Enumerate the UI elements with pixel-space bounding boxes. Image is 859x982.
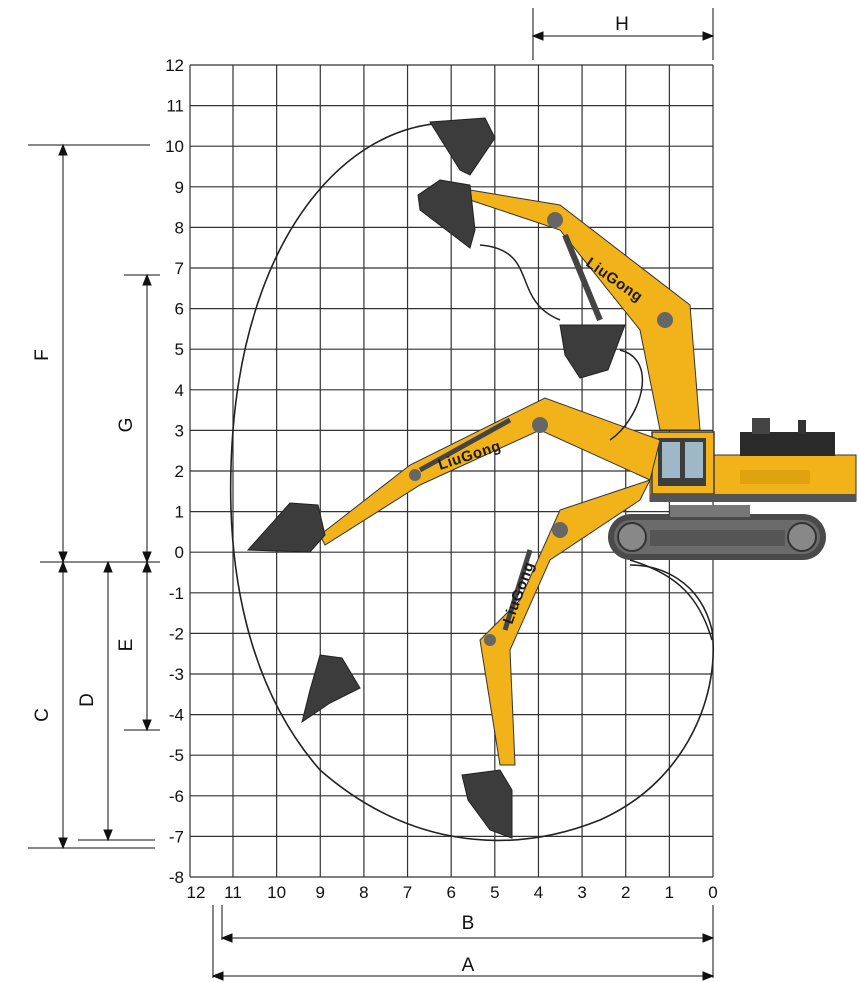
x-tick-label: 7	[403, 883, 412, 902]
y-tick-label: 1	[175, 503, 184, 522]
y-tick-label: -6	[169, 787, 184, 806]
dim-label-c: C	[32, 708, 53, 722]
y-tick-label: 2	[175, 462, 184, 481]
bucket-left	[246, 502, 326, 553]
x-tick-label: 11	[224, 883, 242, 902]
dim-label-d: D	[77, 693, 98, 707]
x-tick-label: 5	[490, 883, 499, 902]
y-tick-label: 11	[166, 97, 184, 116]
y-tick-label: -2	[169, 624, 184, 643]
y-tick-label: 3	[175, 421, 184, 440]
x-tick-label: 12	[187, 883, 206, 902]
y-tick-label: -1	[169, 584, 184, 603]
x-tick-label: 9	[316, 883, 325, 902]
y-tick-label: 6	[175, 300, 184, 319]
y-tick-label: 4	[175, 381, 184, 400]
x-tick-label: 3	[577, 883, 586, 902]
x-tick-label: 0	[708, 883, 717, 902]
dimension-lines	[28, 8, 715, 981]
y-tick-label: 5	[175, 340, 184, 359]
dim-label-h: H	[615, 14, 629, 35]
dim-label-a: A	[462, 955, 475, 976]
bucket-bottom	[461, 769, 513, 839]
y-tick-label: -3	[169, 665, 184, 684]
dim-label-e: E	[116, 639, 137, 652]
upper-structure	[649, 418, 857, 502]
bucket-top	[429, 117, 496, 176]
x-tick-label: 1	[665, 883, 674, 902]
x-axis-labels: 12 11 10 9 8 7 6 5 4 3 2 1 0	[187, 883, 718, 902]
x-tick-label: 4	[534, 883, 543, 902]
y-tick-label: -7	[169, 827, 184, 846]
y-tick-label: 0	[175, 543, 184, 562]
y-tick-label: 8	[175, 218, 184, 237]
x-tick-label: 10	[267, 883, 286, 902]
dim-label-g: G	[116, 418, 137, 433]
bucket-upper-left	[417, 179, 476, 249]
boom-top: LiuGong	[469, 189, 701, 431]
y-tick-label: -4	[169, 706, 184, 725]
hydraulic-hose	[479, 244, 713, 641]
y-tick-label: 10	[165, 137, 184, 156]
dim-label-b: B	[462, 913, 475, 934]
undercarriage	[608, 505, 826, 560]
bucket-lower-left	[301, 654, 361, 724]
y-tick-label: -8	[169, 868, 184, 887]
y-tick-label: 9	[175, 178, 184, 197]
x-tick-label: 6	[446, 883, 455, 902]
x-tick-label: 8	[359, 883, 368, 902]
bucket-mid	[559, 324, 626, 379]
x-tick-label: 2	[621, 883, 630, 902]
y-tick-label: -5	[169, 746, 184, 765]
digging-envelope	[229, 122, 714, 842]
y-tick-label: 7	[175, 259, 184, 278]
dim-label-f: F	[32, 349, 53, 361]
y-tick-label: 12	[165, 56, 184, 75]
